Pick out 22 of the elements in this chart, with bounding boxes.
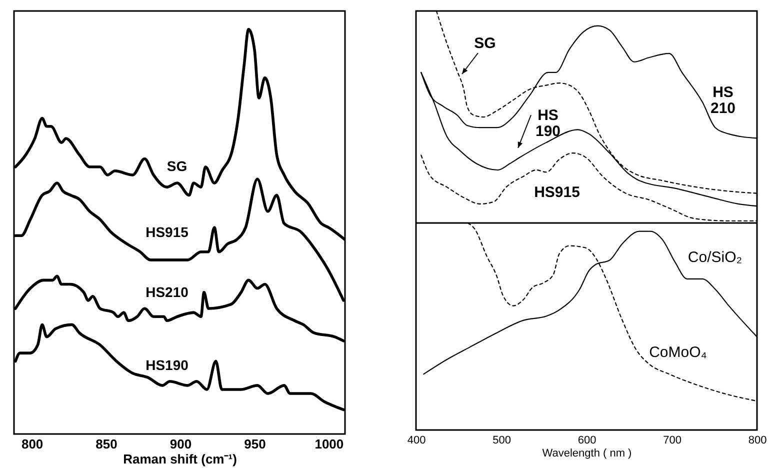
series-label: HS190 [146, 357, 189, 373]
series-label: HS 210 [710, 84, 736, 117]
x-tick-label: 800 [748, 434, 767, 446]
x-axis-title: Raman shift (cm⁻¹) [123, 452, 237, 466]
x-axis-title: Wavelength ( nm ) [542, 448, 632, 460]
x-tick-label: 400 [407, 434, 426, 446]
series-label: HS915 [146, 224, 189, 240]
series-label: HS915 [534, 184, 580, 201]
series-label: HS210 [146, 284, 189, 300]
series-label: CoMoO₄ [649, 344, 707, 361]
x-tick-label: 600 [578, 434, 596, 446]
x-tick-label: 1000 [314, 436, 344, 452]
x-tick-label: 900 [170, 436, 192, 452]
x-tick-label: 500 [492, 434, 511, 446]
legend-label: HS 190 [535, 107, 561, 140]
x-tick-label: 700 [663, 434, 682, 446]
series-label: SG [166, 158, 188, 174]
series-label: Co/SiO₂ [688, 249, 742, 266]
x-tick-label: 950 [244, 436, 266, 452]
series-label: SG [474, 35, 496, 52]
x-tick-label: 800 [21, 436, 44, 452]
x-tick-label: 850 [96, 436, 118, 452]
